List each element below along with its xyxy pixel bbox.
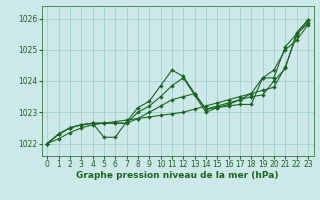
X-axis label: Graphe pression niveau de la mer (hPa): Graphe pression niveau de la mer (hPa): [76, 171, 279, 180]
